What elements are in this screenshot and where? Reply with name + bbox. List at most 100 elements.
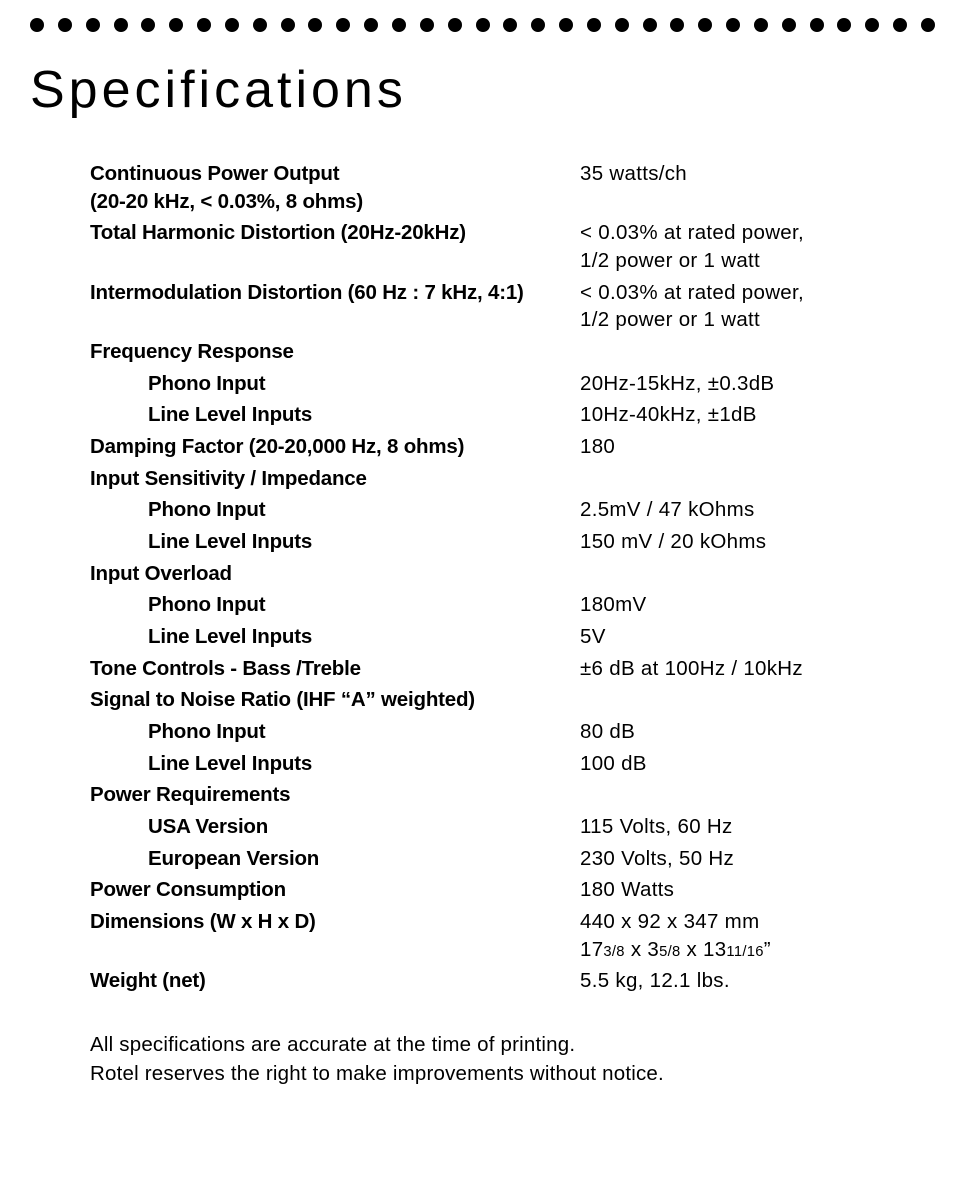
- page-title: Specifications: [30, 60, 935, 120]
- footer-line: Rotel reserves the right to make improve…: [90, 1060, 935, 1089]
- spec-value: 20Hz-15kHz, ±0.3dB: [580, 370, 915, 398]
- spec-value-line: 1/2 power or 1 watt: [580, 247, 915, 275]
- decorative-dot: [837, 18, 851, 32]
- spec-row-dimensions: Dimensions (W x H x D) 440 x 92 x 347 mm…: [90, 908, 915, 963]
- spec-sublabel: Line Level Inputs: [90, 623, 580, 651]
- spec-row-imd: Intermodulation Distortion (60 Hz : 7 kH…: [90, 279, 915, 334]
- decorative-dot: [865, 18, 879, 32]
- spec-row-snr-header: Signal to Noise Ratio (IHF “A” weighted): [90, 686, 915, 714]
- spec-row-freq-line: Line Level Inputs 10Hz-40kHz, ±1dB: [90, 401, 915, 429]
- decorative-dot: [810, 18, 824, 32]
- spec-value: 10Hz-40kHz, ±1dB: [580, 401, 915, 429]
- spec-label: Dimensions (W x H x D): [90, 908, 580, 963]
- decorative-dot: [86, 18, 100, 32]
- spec-row-overload-phono: Phono Input 180mV: [90, 591, 915, 619]
- spec-value: [580, 465, 915, 493]
- decorative-dot: [392, 18, 406, 32]
- spec-value: [580, 338, 915, 366]
- spec-row-damping: Damping Factor (20-20,000 Hz, 8 ohms) 18…: [90, 433, 915, 461]
- spec-row-freq-phono: Phono Input 20Hz-15kHz, ±0.3dB: [90, 370, 915, 398]
- decorative-dot: [503, 18, 517, 32]
- spec-sublabel: Line Level Inputs: [90, 528, 580, 556]
- spec-sublabel: Phono Input: [90, 718, 580, 746]
- decorative-dot-border: [30, 18, 935, 32]
- spec-label: Power Requirements: [90, 781, 580, 809]
- decorative-dot: [141, 18, 155, 32]
- decorative-dot: [670, 18, 684, 32]
- decorative-dot: [225, 18, 239, 32]
- decorative-dot: [114, 18, 128, 32]
- decorative-dot: [698, 18, 712, 32]
- dim-sep: x: [631, 938, 648, 961]
- decorative-dot: [726, 18, 740, 32]
- spec-label-line: (20-20 kHz, < 0.03%, 8 ohms): [90, 188, 580, 216]
- dim-inch-frac: 3/8: [603, 944, 624, 960]
- decorative-dot: [364, 18, 378, 32]
- spec-row-snr-phono: Phono Input 80 dB: [90, 718, 915, 746]
- decorative-dot: [782, 18, 796, 32]
- spec-row-thd: Total Harmonic Distortion (20Hz-20kHz) <…: [90, 219, 915, 274]
- decorative-dot: [531, 18, 545, 32]
- spec-value-line-inches: 173/8 x 35/8 x 1311/16”: [580, 936, 915, 964]
- spec-sublabel: Line Level Inputs: [90, 750, 580, 778]
- spec-value: [580, 560, 915, 588]
- spec-value: 80 dB: [580, 718, 915, 746]
- decorative-dot: [448, 18, 462, 32]
- spec-sublabel: European Version: [90, 845, 580, 873]
- decorative-dot: [643, 18, 657, 32]
- spec-value: 115 Volts, 60 Hz: [580, 813, 915, 841]
- spec-label: Weight (net): [90, 967, 580, 995]
- spec-value-line: 1/2 power or 1 watt: [580, 306, 915, 334]
- spec-value-line: 440 x 92 x 347 mm: [580, 908, 915, 936]
- footer-notes: All specifications are accurate at the t…: [30, 1031, 935, 1088]
- spec-label: Intermodulation Distortion (60 Hz : 7 kH…: [90, 279, 580, 334]
- spec-value-line: < 0.03% at rated power,: [580, 279, 915, 307]
- spec-row-power-req-usa: USA Version 115 Volts, 60 Hz: [90, 813, 915, 841]
- spec-value: 180: [580, 433, 915, 461]
- spec-value-line: < 0.03% at rated power,: [580, 219, 915, 247]
- decorative-dot: [169, 18, 183, 32]
- spec-label: Tone Controls - Bass /Treble: [90, 655, 580, 683]
- dim-sep: x: [686, 938, 703, 961]
- spec-row-sens-phono: Phono Input 2.5mV / 47 kOhms: [90, 496, 915, 524]
- spec-sublabel: Phono Input: [90, 370, 580, 398]
- spec-value: 5.5 kg, 12.1 lbs.: [580, 967, 915, 995]
- spec-value: 35 watts/ch: [580, 160, 915, 215]
- spec-row-weight: Weight (net) 5.5 kg, 12.1 lbs.: [90, 967, 915, 995]
- dim-inch-whole: 13: [703, 938, 726, 961]
- spec-value: [580, 686, 915, 714]
- decorative-dot: [197, 18, 211, 32]
- spec-value: < 0.03% at rated power, 1/2 power or 1 w…: [580, 219, 915, 274]
- spec-label-line: Continuous Power Output: [90, 160, 580, 188]
- spec-value: 440 x 92 x 347 mm 173/8 x 35/8 x 1311/16…: [580, 908, 915, 963]
- dim-inch-frac: 5/8: [659, 944, 680, 960]
- spec-value: 2.5mV / 47 kOhms: [580, 496, 915, 524]
- spec-value: 230 Volts, 50 Hz: [580, 845, 915, 873]
- dim-inch-whole: 3: [647, 938, 659, 961]
- spec-table: Continuous Power Output (20-20 kHz, < 0.…: [30, 160, 935, 995]
- spec-row-freq-header: Frequency Response: [90, 338, 915, 366]
- spec-row-power-output: Continuous Power Output (20-20 kHz, < 0.…: [90, 160, 915, 215]
- decorative-dot: [921, 18, 935, 32]
- decorative-dot: [336, 18, 350, 32]
- decorative-dot: [559, 18, 573, 32]
- spec-label: Input Sensitivity / Impedance: [90, 465, 580, 493]
- spec-row-power-req-header: Power Requirements: [90, 781, 915, 809]
- spec-value: ±6 dB at 100Hz / 10kHz: [580, 655, 915, 683]
- spec-sublabel: USA Version: [90, 813, 580, 841]
- footer-line: All specifications are accurate at the t…: [90, 1031, 935, 1060]
- spec-label: Input Overload: [90, 560, 580, 588]
- spec-sublabel: Phono Input: [90, 591, 580, 619]
- spec-label: Continuous Power Output (20-20 kHz, < 0.…: [90, 160, 580, 215]
- spec-value: < 0.03% at rated power, 1/2 power or 1 w…: [580, 279, 915, 334]
- decorative-dot: [30, 18, 44, 32]
- decorative-dot: [754, 18, 768, 32]
- spec-label: Total Harmonic Distortion (20Hz-20kHz): [90, 219, 580, 274]
- decorative-dot: [587, 18, 601, 32]
- decorative-dot: [281, 18, 295, 32]
- spec-value: 180mV: [580, 591, 915, 619]
- spec-row-overload-line: Line Level Inputs 5V: [90, 623, 915, 651]
- spec-value: 150 mV / 20 kOhms: [580, 528, 915, 556]
- decorative-dot: [58, 18, 72, 32]
- decorative-dot: [253, 18, 267, 32]
